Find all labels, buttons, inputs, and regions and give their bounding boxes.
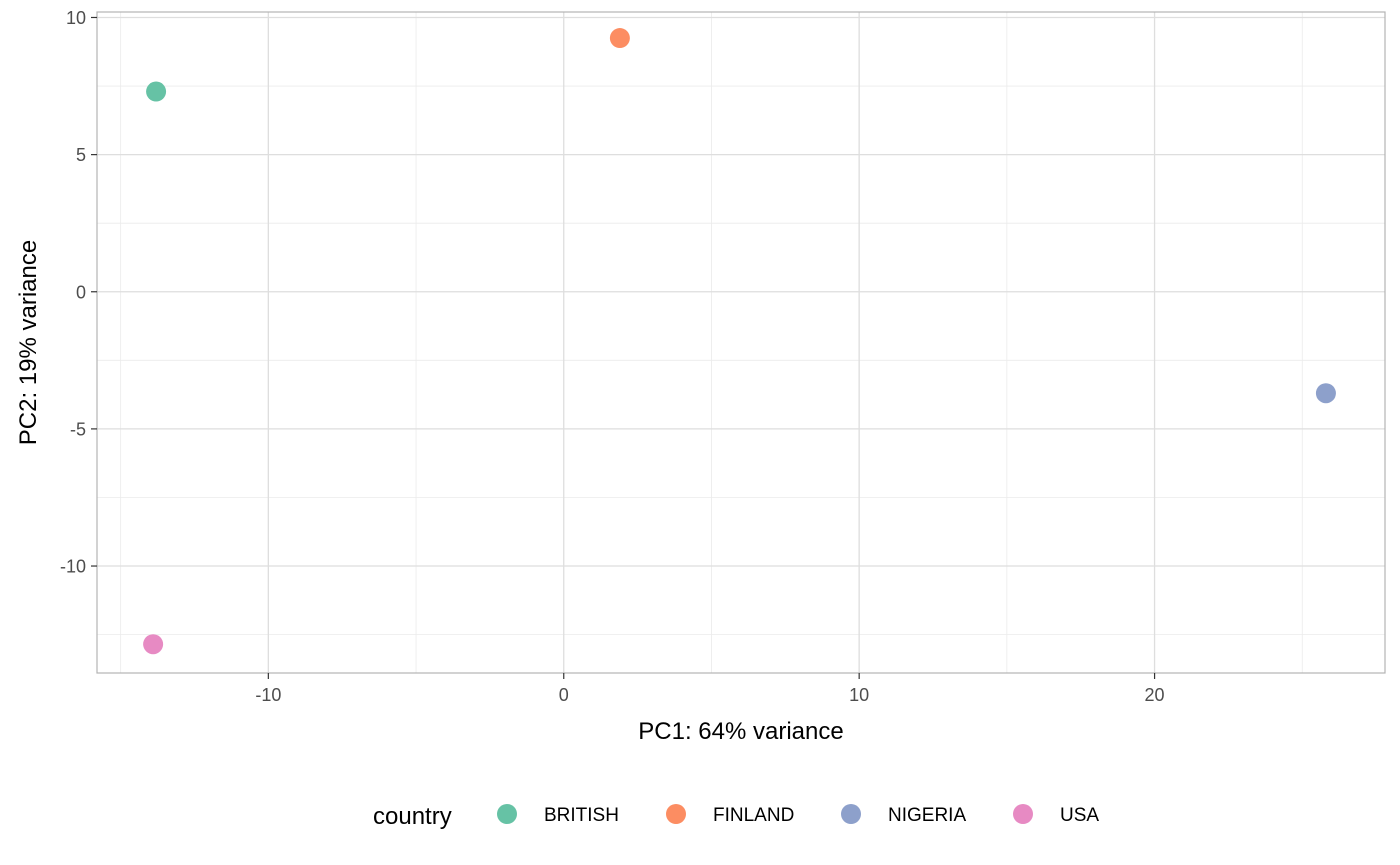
x-axis-ticks: -10 0 10 20: [255, 673, 1165, 705]
data-points: [143, 28, 1336, 655]
legend-key-usa: [1013, 804, 1033, 824]
data-point-nigeria: [1315, 383, 1336, 404]
legend-label-finland: FINLAND: [713, 805, 794, 826]
x-axis-title: PC1: 64% variance: [638, 718, 843, 745]
legend-key-finland: [666, 804, 686, 824]
legend-title: country: [373, 803, 452, 830]
y-axis-ticks: -10 -5 0 5 10: [60, 8, 97, 577]
x-tick-label: 0: [559, 685, 569, 705]
data-point-finland: [609, 28, 630, 49]
legend-key-british: [497, 804, 517, 824]
major-gridlines: [97, 12, 1385, 673]
x-tick-label: 20: [1145, 685, 1165, 705]
minor-gridlines: [97, 12, 1385, 673]
legend-label-usa: USA: [1060, 805, 1099, 826]
y-tick-label: -5: [70, 419, 86, 439]
x-tick-label: 10: [849, 685, 869, 705]
x-tick-label: -10: [255, 685, 281, 705]
panel-border: [96, 11, 1386, 674]
legend-label-british: BRITISH: [544, 805, 619, 826]
y-tick-label: 10: [66, 8, 86, 28]
y-tick-label: 5: [76, 145, 86, 165]
data-point-british: [146, 81, 167, 102]
legend-label-nigeria: NIGERIA: [888, 805, 966, 826]
y-tick-label: 0: [76, 282, 86, 302]
legend-key-nigeria: [841, 804, 861, 824]
y-axis-title: PC2: 19% variance: [15, 240, 42, 445]
y-tick-label: -10: [60, 557, 86, 577]
legend: country BRITISH FINLAND NIGERIA USA: [373, 803, 1099, 830]
data-point-usa: [143, 634, 164, 655]
